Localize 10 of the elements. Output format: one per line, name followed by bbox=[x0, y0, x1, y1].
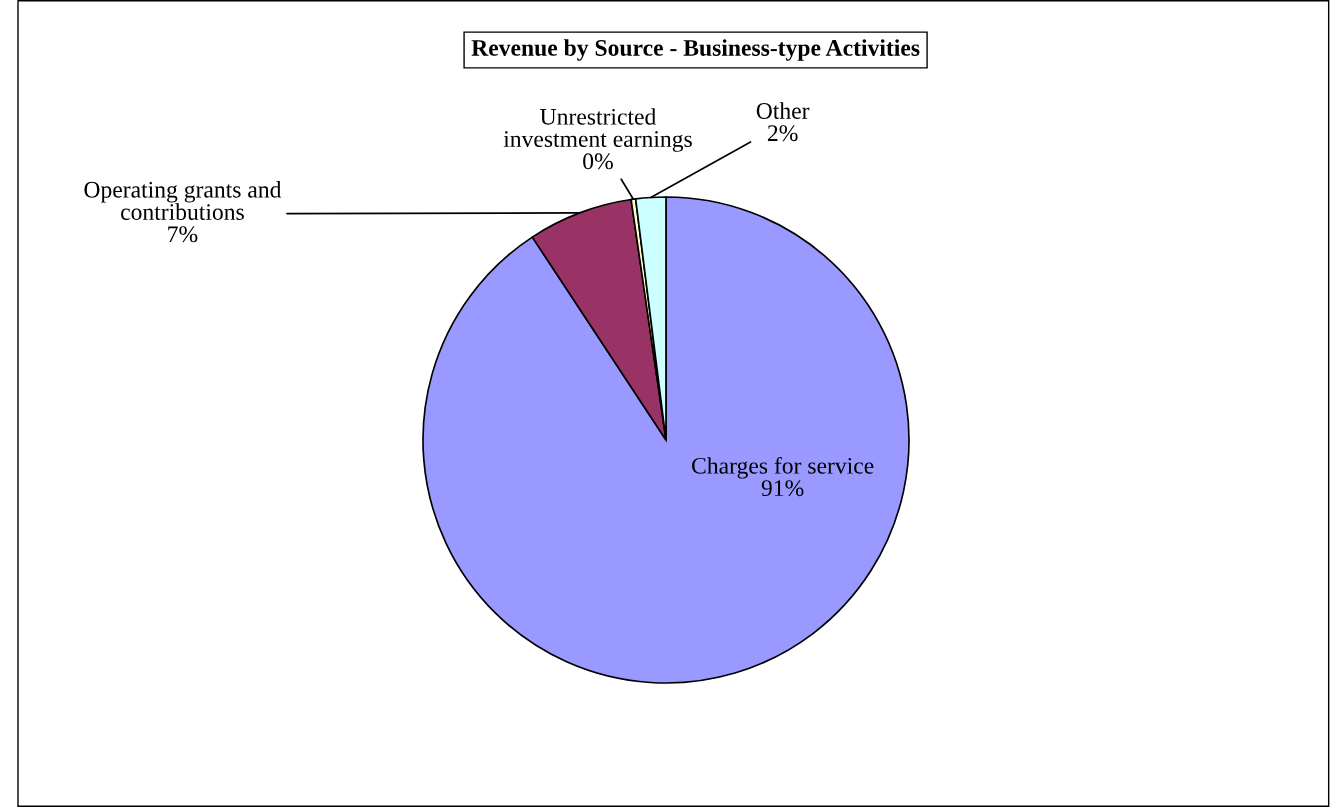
chart-title: Revenue by Source - Business-type Activities bbox=[471, 39, 920, 61]
pie-slice bbox=[422, 196, 910, 684]
data-label: 0% bbox=[583, 153, 613, 170]
slice-label: Operating grants and contributions bbox=[84, 181, 282, 220]
slice-label: Unrestricted investment earnings bbox=[503, 108, 692, 152]
slice-label: Other bbox=[756, 102, 810, 119]
data-label: 91% bbox=[761, 480, 804, 497]
data-label: 7% bbox=[168, 226, 198, 243]
data-label: 2% bbox=[767, 125, 798, 142]
slice-label: Charges for service bbox=[692, 456, 874, 479]
